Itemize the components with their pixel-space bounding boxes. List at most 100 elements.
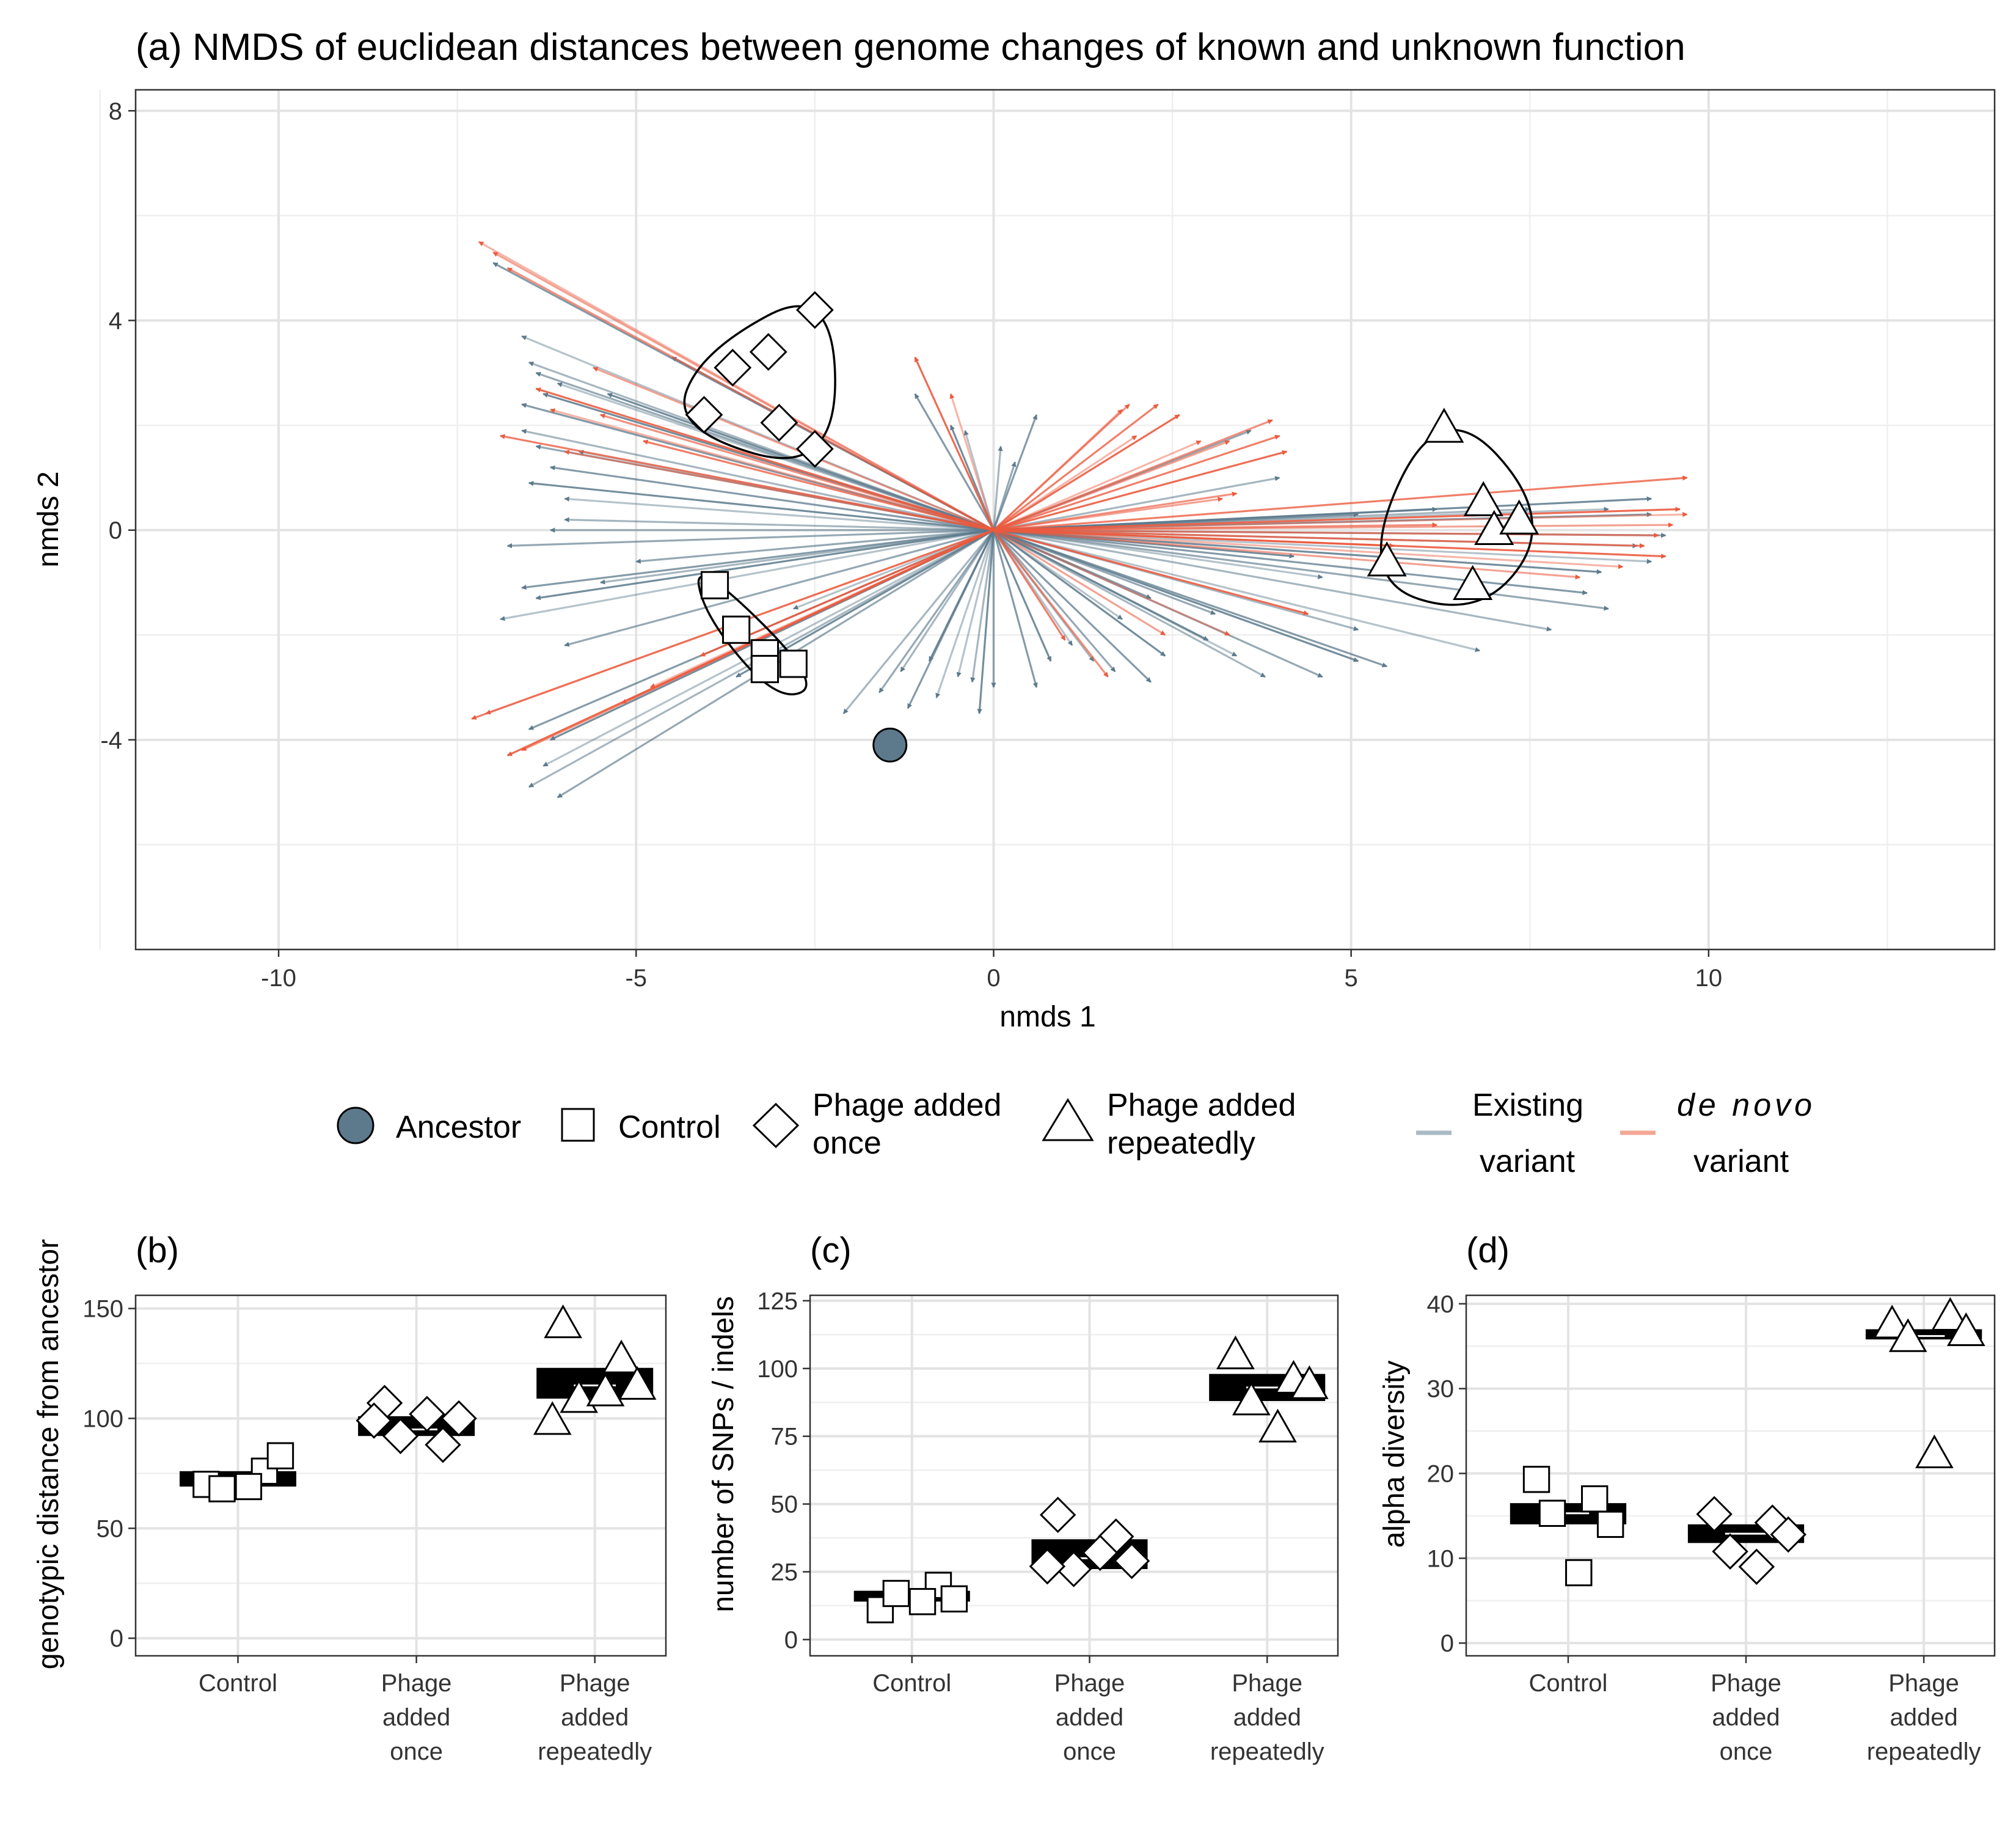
existing-variant-arrow <box>842 529 995 714</box>
denovo-variant-arrow <box>949 393 995 531</box>
denovo-variant-arrow <box>993 529 1624 569</box>
existing-variant-arrow <box>914 393 995 531</box>
denovo-variant-arrow <box>993 450 1288 532</box>
denovo-variant-arrow <box>993 529 1309 616</box>
x-tick-label: once <box>1720 1738 1773 1765</box>
panel-frame <box>1465 1294 1996 1657</box>
x-tick-label: Phage <box>1711 1670 1781 1697</box>
denovo-variant-arrow <box>993 529 1230 636</box>
x-tick-label: added <box>1890 1704 1957 1731</box>
legend-control-swatch <box>561 1108 595 1142</box>
y-tick-label: 125 <box>757 1288 798 1315</box>
point-phage-added-once <box>1039 1496 1076 1534</box>
point-phage-added-once <box>795 430 834 468</box>
legend-once-label-2: once <box>813 1125 882 1161</box>
point-phage-added-repeatedly <box>602 1339 641 1374</box>
point-control <box>940 1585 968 1613</box>
y-tick-label: 75 <box>771 1424 798 1451</box>
existing-variant-arrow <box>992 414 1038 531</box>
y-tick-label: 0 <box>1441 1630 1454 1657</box>
point-phage-added-repeatedly <box>1946 1312 1985 1347</box>
point-phage-added-once <box>1770 1516 1806 1553</box>
legend-once-label-1: Phage added <box>813 1088 1001 1123</box>
denovo-variant-arrow <box>550 408 994 532</box>
point-control <box>779 649 808 678</box>
x-tick-label: Phage <box>560 1670 630 1697</box>
panel-c: 0 25 50 75 100 125 Control Phage added once Phage a… <box>757 1288 1339 1765</box>
existing-variant-arrow <box>993 529 1216 615</box>
point-control <box>235 1473 263 1501</box>
existing-variant-arrow <box>993 529 1552 632</box>
denovo-variant-arrow <box>993 419 1273 532</box>
panel-a-points <box>685 291 1539 763</box>
panel-frame <box>809 1294 1339 1657</box>
y-tick-label: 0 <box>110 1625 123 1652</box>
point-control <box>1522 1466 1550 1493</box>
point-phage-added-repeatedly <box>1290 1365 1329 1399</box>
existing-variant-arrow <box>993 529 1609 611</box>
panel-a-xlabel: nmds 1 <box>999 1001 1095 1033</box>
x-tick-label: -10 <box>261 965 296 992</box>
existing-variant-arrow <box>535 529 994 601</box>
point-control <box>722 615 751 644</box>
x-tick-label: Phage <box>1054 1670 1125 1697</box>
existing-variant-arrow <box>992 530 1052 662</box>
y-tick-label: -4 <box>100 727 122 754</box>
legend-ancestor-swatch <box>337 1107 374 1144</box>
existing-variant-arrow <box>993 529 1116 673</box>
legend-repeated-swatch <box>1042 1098 1094 1141</box>
x-tick-label: Phage <box>1888 1670 1959 1697</box>
panel-c-label: (c) <box>810 1231 852 1270</box>
denovo-variant-arrow <box>993 529 1109 678</box>
existing-variant-arrow <box>993 529 1152 683</box>
point-phage-added-once <box>1113 1543 1150 1579</box>
panel-frame <box>134 1294 667 1657</box>
existing-variant-arrow <box>993 529 1152 599</box>
panel-a-ylabel: nmds 2 <box>32 471 65 567</box>
existing-variant-arrow <box>500 529 994 621</box>
denovo-variant-arrow <box>599 414 994 532</box>
existing-variant-arrow <box>992 530 1038 688</box>
point-phage-added-once <box>760 403 798 442</box>
legend-control-label: Control <box>618 1110 721 1145</box>
denovo-variant-arrow <box>993 507 1681 532</box>
existing-variant-arrow <box>992 445 1003 530</box>
point-phage-added-once <box>1696 1496 1733 1532</box>
existing-variant-arrow <box>935 530 995 698</box>
denovo-variant-arrow <box>993 414 1180 532</box>
x-tick-label: 5 <box>1345 965 1358 992</box>
legend-existing-label-1: Existing <box>1472 1088 1583 1123</box>
point-control <box>1565 1559 1593 1587</box>
point-phage-added-once <box>685 395 723 434</box>
point-phage-added-repeatedly <box>1258 1408 1297 1443</box>
existing-variant-arrow <box>792 529 995 610</box>
existing-variant-arrow <box>607 393 994 532</box>
point-phage-added-repeatedly <box>1232 1381 1271 1416</box>
point-control <box>750 654 780 684</box>
x-tick-label: once <box>1063 1738 1116 1765</box>
point-phage-added-repeatedly <box>618 1366 657 1400</box>
existing-variant-arrow <box>736 529 995 678</box>
point-control <box>266 1442 294 1469</box>
denovo-variant-arrow <box>993 529 1395 549</box>
legend-ancestor-label: Ancestor <box>396 1110 521 1145</box>
existing-variant-arrow <box>599 529 994 585</box>
point-phage-added-repeatedly <box>1453 565 1493 601</box>
point-control <box>1596 1510 1624 1538</box>
y-tick-label: 20 <box>1427 1461 1455 1488</box>
y-tick-label: 150 <box>82 1296 123 1323</box>
denovo-variant-arrow <box>993 491 1238 532</box>
existing-variant-arrow <box>899 529 995 673</box>
denovo-variant-arrow <box>993 475 1688 532</box>
point-phage-added-once <box>1738 1548 1775 1585</box>
denovo-variant-arrow <box>993 529 1581 580</box>
panel-a-ticks: -10 -5 0 5 10 -4 0 4 8 <box>100 98 1722 992</box>
denovo-variant-arrow <box>506 267 995 532</box>
x-tick-label: added <box>1233 1704 1301 1731</box>
point-phage-added-repeatedly <box>1872 1304 1912 1339</box>
existing-variant-arrow <box>993 529 1359 662</box>
existing-variant-arrow <box>993 529 1123 620</box>
denovo-variant-arrow <box>993 403 1159 531</box>
y-tick-label: 30 <box>1427 1376 1455 1403</box>
legend-repeated-label-2: repeatedly <box>1107 1125 1255 1161</box>
